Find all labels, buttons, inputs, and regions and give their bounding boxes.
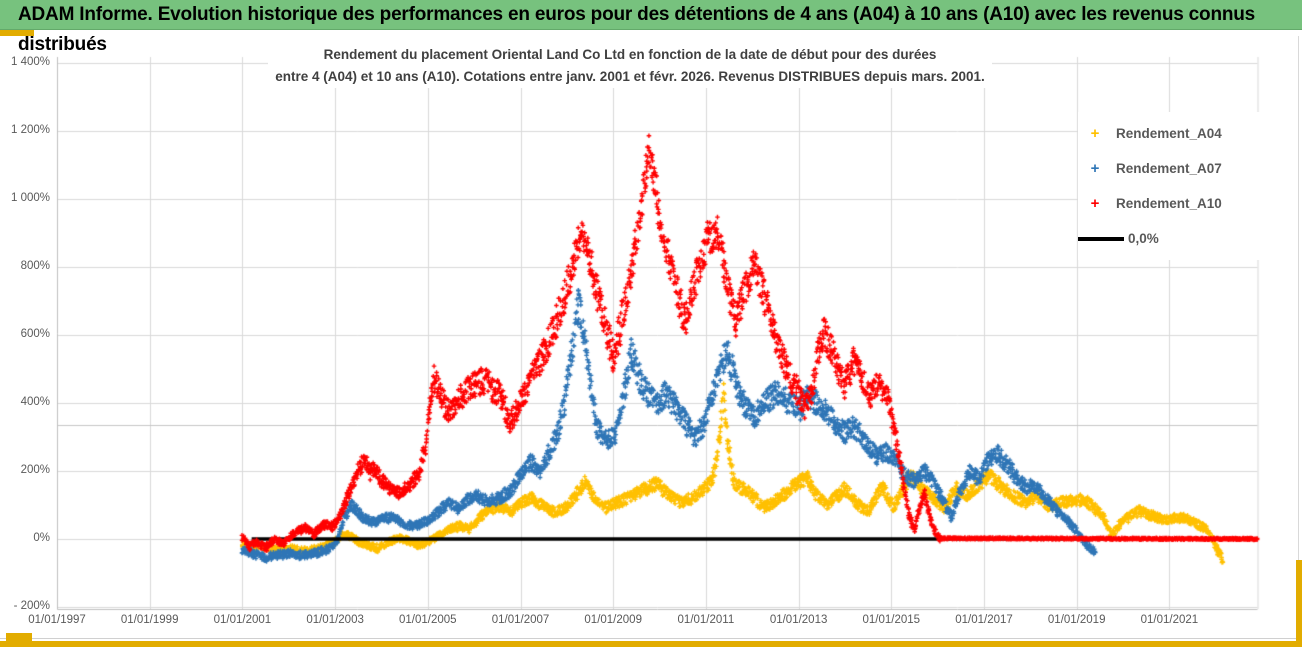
x-axis-tick-label: 01/01/2021: [1140, 614, 1199, 626]
y-axis-tick-label: 1 000%: [10, 192, 50, 204]
x-axis-tick-label: 01/01/1997: [28, 614, 86, 626]
x-axis-tick-label: 01/01/2017: [955, 614, 1013, 626]
zero-line-icon: [1078, 236, 1124, 241]
x-axis-tick-label: 01/01/2019: [1047, 614, 1106, 626]
y-axis-tick-label: 800%: [20, 260, 50, 272]
legend-label: Rendement_A10: [1116, 196, 1222, 211]
y-axis-tick-label: 200%: [20, 464, 50, 476]
chart-title: Rendement du placement Oriental Land Co …: [268, 44, 992, 88]
legend-item-zero-line: 0,0%: [1078, 227, 1292, 251]
x-axis-tick-label: 01/01/2007: [491, 614, 550, 626]
chart-title-line2: entre 4 (A04) et 10 ans (A10). Cotations…: [275, 69, 985, 84]
legend-label: Rendement_A07: [1116, 161, 1222, 176]
legend-item-a10: + Rendement_A10: [1078, 192, 1292, 216]
y-axis-tick-label: - 200%: [13, 600, 50, 612]
y-axis-tick-label: 400%: [20, 396, 50, 408]
plus-marker-icon: +: [1090, 125, 1100, 142]
x-axis-tick-label: 01/01/2015: [862, 614, 921, 626]
x-axis-tick-label: 01/01/2003: [306, 614, 364, 626]
x-axis-tick-label: 01/01/2011: [677, 614, 735, 626]
chart-title-line1: Rendement du placement Oriental Land Co …: [323, 47, 937, 62]
chart-legend: + Rendement_A04 + Rendement_A07 + Rendem…: [1078, 112, 1292, 260]
y-axis-tick-label: 1 400%: [10, 56, 50, 68]
chart-object-border-right: [1298, 36, 1299, 638]
x-axis-tick-label: 01/01/2001: [213, 614, 272, 626]
x-axis-tick-label: 01/01/2005: [399, 614, 457, 626]
y-axis-tick-label: 600%: [20, 328, 50, 340]
x-axis-tick-label: 01/01/1999: [120, 614, 179, 626]
y-axis-tick-label: 0%: [33, 532, 50, 544]
legend-item-a07: + Rendement_A07: [1078, 157, 1292, 181]
y-axis-tick-label: 1 200%: [10, 124, 50, 136]
chart-object-border-bottom: [0, 638, 1302, 639]
x-axis-tick-label: 01/01/2009: [584, 614, 642, 626]
legend-label: 0,0%: [1128, 231, 1159, 246]
plus-marker-icon: +: [1090, 195, 1100, 212]
legend-item-a04: + Rendement_A04: [1078, 122, 1292, 146]
legend-label: Rendement_A04: [1116, 126, 1222, 141]
x-axis-tick-label: 01/01/2013: [769, 614, 828, 626]
gold-accent-bottom-bar: [0, 641, 1302, 647]
plus-marker-icon: +: [1090, 160, 1100, 177]
gold-accent-right-bar: [1296, 560, 1302, 647]
